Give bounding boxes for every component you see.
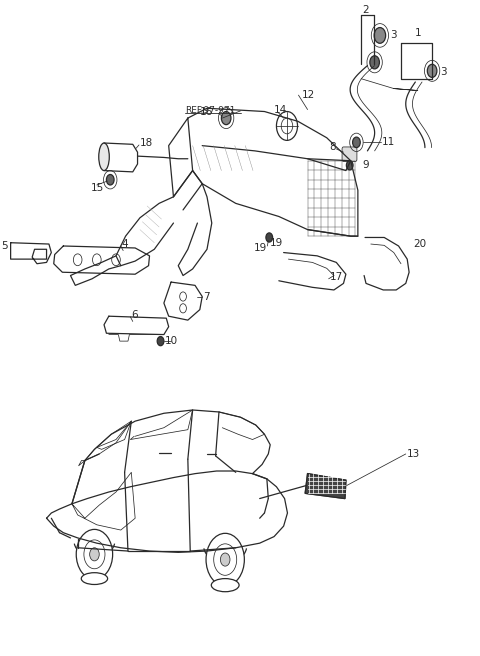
Circle shape bbox=[374, 28, 385, 43]
Text: 6: 6 bbox=[132, 310, 138, 320]
Text: 18: 18 bbox=[140, 138, 153, 148]
Text: REF.97-971: REF.97-971 bbox=[185, 106, 236, 115]
Text: 2: 2 bbox=[363, 5, 369, 16]
Ellipse shape bbox=[81, 573, 108, 584]
Text: 15: 15 bbox=[91, 182, 104, 193]
Circle shape bbox=[107, 174, 114, 185]
FancyBboxPatch shape bbox=[342, 147, 357, 161]
Text: 1: 1 bbox=[414, 28, 421, 38]
Text: 19: 19 bbox=[270, 237, 284, 248]
Circle shape bbox=[220, 553, 230, 566]
Text: 8: 8 bbox=[330, 142, 336, 152]
Text: 12: 12 bbox=[302, 90, 315, 100]
Text: 10: 10 bbox=[165, 336, 178, 346]
Text: 9: 9 bbox=[363, 160, 369, 171]
Text: 13: 13 bbox=[407, 449, 420, 459]
Text: 19: 19 bbox=[254, 243, 267, 253]
Text: 7: 7 bbox=[203, 291, 210, 302]
Circle shape bbox=[347, 161, 353, 170]
Ellipse shape bbox=[211, 579, 239, 592]
Text: 17: 17 bbox=[330, 272, 343, 282]
Circle shape bbox=[84, 540, 105, 569]
Circle shape bbox=[221, 112, 231, 125]
Text: 3: 3 bbox=[440, 67, 446, 77]
Circle shape bbox=[353, 137, 360, 148]
Circle shape bbox=[90, 548, 99, 561]
Circle shape bbox=[370, 56, 379, 69]
Text: 3: 3 bbox=[390, 30, 396, 41]
Circle shape bbox=[427, 64, 437, 77]
Circle shape bbox=[157, 337, 164, 346]
Circle shape bbox=[214, 544, 237, 575]
Circle shape bbox=[206, 533, 244, 586]
Circle shape bbox=[76, 529, 113, 579]
Text: 5: 5 bbox=[1, 241, 8, 251]
Text: 11: 11 bbox=[382, 137, 395, 148]
Text: 4: 4 bbox=[122, 239, 128, 249]
Circle shape bbox=[266, 233, 273, 242]
Ellipse shape bbox=[99, 143, 109, 171]
Polygon shape bbox=[305, 474, 346, 499]
Text: 16: 16 bbox=[200, 106, 213, 117]
Text: 20: 20 bbox=[413, 239, 426, 249]
Text: 14: 14 bbox=[274, 105, 288, 115]
